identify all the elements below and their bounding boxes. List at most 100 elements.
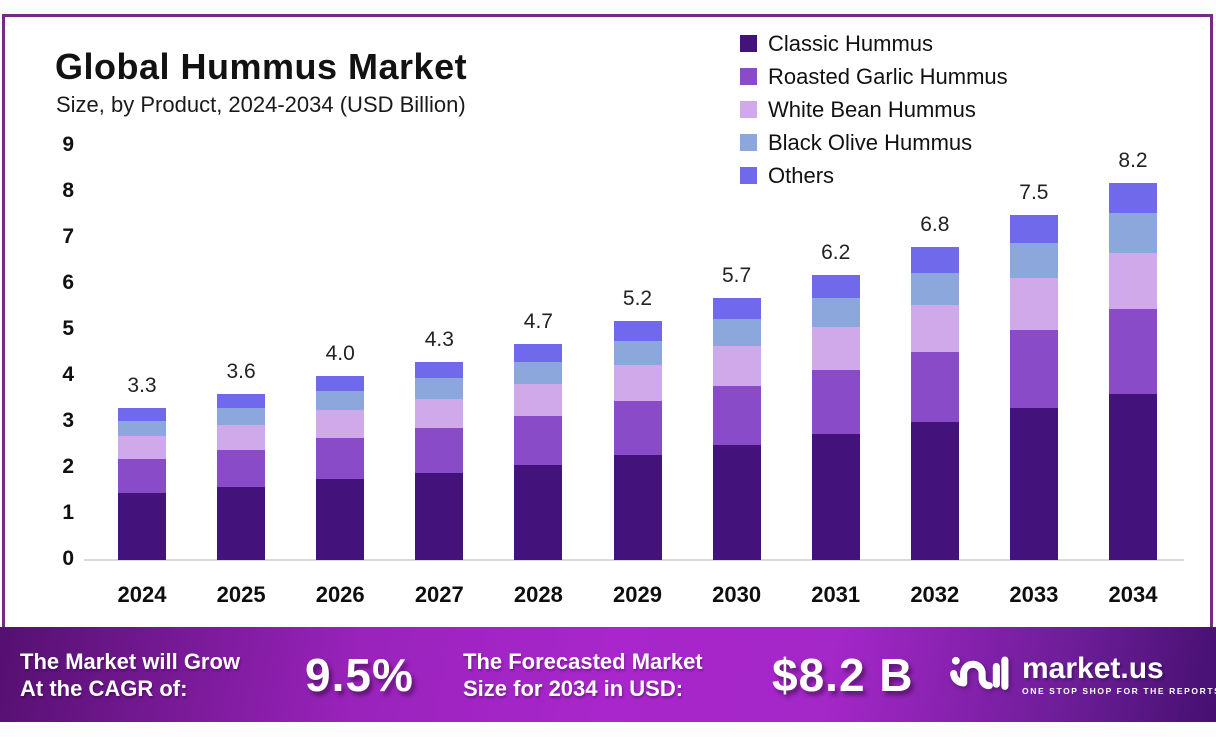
bar-segment	[514, 383, 563, 416]
bar-total-label: 3.3	[127, 374, 157, 398]
legend-swatch	[740, 101, 757, 118]
bar-2031	[811, 274, 860, 560]
legend-swatch	[740, 134, 757, 151]
bar-segment	[514, 343, 563, 362]
bar-2034	[1109, 182, 1157, 560]
bar-segment	[1009, 278, 1058, 331]
bar-segment	[316, 391, 365, 411]
legend-label: White Bean Hummus	[768, 96, 976, 122]
bar-total-label: 3.6	[226, 360, 256, 384]
bar-segment	[613, 320, 662, 341]
bar-segment	[1009, 243, 1058, 279]
bar-segment	[415, 378, 464, 399]
bar-segment	[217, 394, 266, 409]
bar-segment	[1109, 213, 1157, 253]
bar-segment	[910, 305, 959, 353]
y-tick-label: 0	[62, 547, 74, 570]
forecast-label-line2: Size for 2034 in USD:	[463, 675, 684, 701]
bar-segment	[514, 464, 563, 560]
x-axis-label: 2032	[910, 582, 960, 607]
forecast-value: $8.2 B	[772, 648, 914, 701]
bar-segment	[316, 479, 365, 560]
bar-segment	[712, 319, 761, 347]
bar-segment	[415, 473, 464, 560]
bar-total-label: 7.5	[1019, 181, 1049, 204]
x-axis-label: 2028	[513, 582, 563, 607]
brand-text: market.us ONE STOP SHOP FOR THE REPORTS	[1022, 651, 1216, 696]
bar-total-label: 6.2	[821, 240, 851, 264]
bar-segment	[118, 436, 166, 460]
bar-segment	[811, 297, 860, 328]
brand-logo: market.us ONE STOP SHOP FOR THE REPORTS	[948, 648, 1216, 702]
bar-2026	[316, 376, 365, 560]
legend-label: Others	[768, 162, 835, 188]
y-tick-label: 1	[62, 501, 74, 524]
bar-segment	[910, 422, 959, 560]
x-axis-label: 2024	[117, 582, 167, 607]
legend-item: White Bean Hummus	[740, 93, 1008, 126]
bar-segment	[712, 346, 761, 386]
y-tick-label: 7	[62, 225, 74, 248]
chart-title: Global Hummus Market	[55, 46, 468, 87]
y-tick-label: 8	[62, 179, 74, 202]
bar-segment	[118, 408, 166, 422]
bar-segment	[613, 400, 662, 455]
bar-segment	[910, 352, 959, 423]
bar-segment	[514, 361, 563, 384]
bar-2033	[1009, 215, 1058, 560]
legend-swatch	[740, 68, 757, 85]
legend-item: Others	[740, 159, 1008, 192]
bar-segment	[613, 340, 662, 365]
bar-2025	[217, 394, 266, 560]
legend: Classic Hummus Roasted Garlic Hummus White…	[740, 27, 1008, 192]
forecast-label-line1: The Forecasted Market	[463, 648, 703, 674]
bar-total-label: 4.7	[523, 309, 553, 333]
x-axis-baseline	[84, 559, 1184, 561]
x-axis-label: 2026	[315, 582, 365, 607]
brand-name: market.us	[1022, 651, 1164, 685]
bar-2024	[118, 408, 166, 560]
bar-segment	[118, 459, 166, 494]
x-axis-label: 2029	[613, 582, 662, 607]
bar-segment	[1009, 215, 1058, 244]
bar-segment	[1109, 182, 1157, 214]
cagr-label-line1: The Market will Grow	[20, 648, 241, 674]
bar-segment	[217, 425, 266, 451]
bar-segment	[811, 327, 860, 370]
bar-segment	[316, 410, 365, 438]
bar-total-label: 4.0	[325, 342, 355, 365]
market-us-squiggle-icon	[950, 656, 1009, 690]
y-tick-label: 6	[62, 271, 74, 294]
bar-total-label: 5.7	[721, 263, 752, 287]
bar-segment	[811, 370, 860, 435]
bar-segment	[712, 297, 761, 320]
bar-segment	[613, 454, 662, 560]
bar-segment	[1009, 330, 1058, 409]
x-axis-label: 2033	[1009, 582, 1059, 607]
chart-subtitle: Size, by Product, 2024-2034 (USD Billion…	[56, 92, 466, 117]
legend-swatch	[740, 167, 757, 184]
bar-segment	[415, 398, 464, 429]
cagr-label-line2: At the CAGR of:	[20, 675, 188, 701]
bar-segment	[118, 421, 166, 437]
bar-segment	[1009, 408, 1058, 560]
bar-segment	[712, 385, 761, 445]
bar-segment	[217, 408, 266, 426]
bar-segment	[910, 247, 959, 273]
y-tick-label: 2	[62, 455, 74, 478]
legend-item: Classic Hummus	[740, 27, 1008, 60]
cagr-value: 9.5%	[305, 648, 414, 701]
forecast-label: The Forecasted Market Size for 2034 in U…	[463, 648, 703, 702]
bar-segment	[1109, 309, 1157, 395]
legend-item: Black Olive Hummus	[740, 126, 1008, 159]
bar-2029	[613, 320, 662, 560]
bar-segment	[613, 364, 662, 401]
bar-segment	[217, 450, 266, 488]
y-tick-label: 3	[62, 409, 74, 432]
bar-total-label: 6.8	[920, 213, 950, 237]
x-axis-label: 2025	[216, 582, 266, 607]
bar-segment	[217, 487, 266, 560]
legend-swatch	[740, 35, 757, 52]
bar-segment	[910, 272, 959, 306]
bar-total-label: 5.2	[622, 286, 653, 310]
